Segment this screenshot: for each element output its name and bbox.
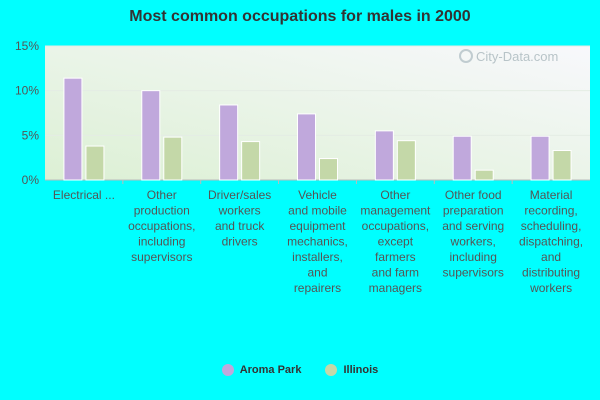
x-tick-label-line: repairers (294, 281, 341, 295)
x-tick-label-line: Other food (445, 188, 502, 202)
bar-illinois (396, 140, 416, 181)
bar-aroma-park (141, 90, 161, 181)
chart-area: City-Data.com 0% 5% 10% 15% Electrical ... O… (15, 39, 590, 295)
x-tick-label-line: and farm (372, 266, 419, 280)
x-tick-label-line: and truck (215, 219, 265, 233)
x-tick-label-line: workers, (450, 235, 496, 249)
y-axis-ticks: 0% 5% 10% 15% (15, 39, 39, 187)
bar-aroma-park (452, 135, 472, 181)
x-tick-label-line: Material (530, 188, 573, 202)
x-tick-label-line: Other (147, 188, 177, 202)
x-axis-labels: Electrical ... Other production occupations… (53, 188, 583, 295)
x-tick-label-line: dispatching, (519, 235, 583, 249)
x-tick-label-line: and (307, 266, 327, 280)
bar-aroma-park (219, 104, 239, 181)
x-tick-label-line: and serving (442, 219, 504, 233)
grid-lines (45, 45, 590, 184)
bar-aroma-park (530, 135, 550, 181)
x-tick-label-line: farmers (375, 250, 416, 264)
x-tick-label-line: occupations, (362, 219, 429, 233)
x-tick-label: Other food preparation and serving workers,… (442, 188, 504, 280)
x-tick-label-line: and mobile (288, 204, 347, 218)
x-tick-label: Vehicle and mobile equipment mechanics, inst… (287, 188, 348, 295)
bar-illinois (319, 158, 338, 181)
x-tick-label-line: including (450, 250, 497, 264)
bar-aroma-park (297, 113, 316, 181)
x-tick-label-line: management (360, 204, 431, 218)
bar-aroma-park (63, 77, 83, 181)
x-tick-label: Driver/sales workers and truck drivers (208, 188, 271, 249)
x-tick-label-line: installers, (292, 250, 343, 264)
watermark-icon (459, 49, 473, 63)
legend-item-illinois: Illinois (325, 364, 378, 376)
x-tick-label-line: distributing (522, 266, 580, 280)
x-tick-label-line: production (134, 204, 190, 218)
x-tick-label-line: supervisors (443, 266, 504, 280)
legend-swatch-illinois (325, 364, 338, 376)
bar-illinois (552, 150, 572, 181)
watermark-text: City-Data.com (476, 49, 558, 64)
x-tick-label-line: workers (529, 281, 572, 295)
x-tick-label-line: drivers (222, 235, 258, 249)
legend-swatch-aroma-park (221, 364, 234, 376)
x-tick-label: Other management occupations, except farmers… (360, 188, 431, 295)
watermark: City-Data.com (459, 49, 558, 64)
y-tick-label: 10% (15, 84, 39, 98)
y-tick-label: 0% (22, 173, 40, 187)
bar-illinois (474, 169, 494, 181)
x-tick-label-line: mechanics, (287, 235, 348, 249)
chart-title: Most common occupations for males in 200… (129, 8, 471, 25)
plot-background (45, 46, 590, 180)
x-tick-label-line: Vehicle (298, 188, 337, 202)
x-tick-label-line: Driver/sales (208, 188, 271, 202)
x-tick-label-line: and (541, 250, 561, 264)
x-tick-label-line: workers (218, 204, 261, 218)
x-tick-label-line: except (378, 235, 414, 249)
legend-label-aroma-park: Aroma Park (239, 364, 302, 376)
bar-aroma-park (374, 130, 394, 181)
x-tick-label-line: equipment (289, 219, 346, 233)
x-tick-label-line: Electrical ... (53, 188, 115, 202)
legend: Aroma Park Illinois (0, 364, 600, 376)
x-tick-label-line: preparation (443, 204, 504, 218)
x-tick-label: Material recording, scheduling, dispatching… (519, 188, 583, 295)
bars (63, 77, 572, 181)
bar-illinois (163, 136, 183, 181)
legend-item-aroma-park: Aroma Park (221, 364, 302, 376)
x-tick-label-line: scheduling, (521, 219, 582, 233)
x-tick-label-line: occupations, (128, 219, 195, 233)
bar-illinois (85, 145, 105, 181)
y-tick-label: 15% (15, 39, 39, 53)
x-tick-label-line: supervisors (131, 250, 192, 264)
x-tick-label-line: recording, (524, 204, 577, 218)
legend-label-illinois: Illinois (343, 364, 379, 376)
x-tick-label: Other production occupations, including supe… (128, 188, 195, 264)
x-tick-label-line: including (138, 235, 185, 249)
bar-illinois (241, 141, 261, 181)
x-tick-label-line: managers (369, 281, 422, 295)
x-tick-label: Electrical ... (53, 188, 115, 202)
x-tick-label-line: Other (380, 188, 410, 202)
y-tick-label: 5% (22, 128, 40, 142)
